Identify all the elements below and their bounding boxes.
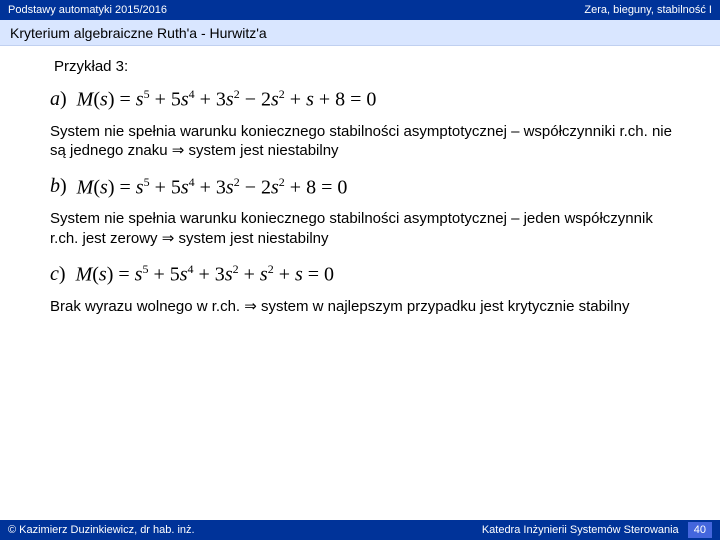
topbar-right: Zera, bieguny, stabilność I xyxy=(584,4,712,16)
example-label: Przykład 3: xyxy=(54,58,680,75)
slide-content: Przykład 3: a M(s) = s5 + 5s4 + 3s2 − 2s… xyxy=(0,46,720,316)
slide-subtitle: Kryterium algebraiczne Ruth'a - Hurwitz'… xyxy=(0,20,720,46)
footer-right: Katedra Inżynierii Systemów Sterowania xyxy=(482,524,679,536)
subtitle-text: Kryterium algebraiczne Ruth'a - Hurwitz'… xyxy=(10,25,267,41)
page-number: 40 xyxy=(688,522,712,538)
text-a: System nie spełnia warunku koniecznego s… xyxy=(50,122,680,161)
top-bar: Podstawy automatyki 2015/2016 Zera, bieg… xyxy=(0,0,720,20)
equation-b-label: b xyxy=(50,175,67,198)
equation-b: b M(s) = s5 + 5s4 + 3s2 − 2s2 + 8 = 0 xyxy=(50,175,680,200)
equation-b-body: M(s) = s5 + 5s4 + 3s2 − 2s2 + 8 = 0 xyxy=(77,175,348,200)
equation-c-body: M(s) = s5 + 5s4 + 3s2 + s2 + s = 0 xyxy=(76,262,334,287)
topbar-left: Podstawy automatyki 2015/2016 xyxy=(8,4,167,16)
text-c: Brak wyrazu wolnego w r.ch. ⇒ system w n… xyxy=(50,297,680,317)
equation-c: c M(s) = s5 + 5s4 + 3s2 + s2 + s = 0 xyxy=(50,262,680,287)
footer-right-wrap: Katedra Inżynierii Systemów Sterowania 4… xyxy=(482,524,712,536)
text-b: System nie spełnia warunku koniecznego s… xyxy=(50,209,680,248)
footer-bar: © Kazimierz Duzinkiewicz, dr hab. inż. K… xyxy=(0,520,720,540)
footer-left: © Kazimierz Duzinkiewicz, dr hab. inż. xyxy=(8,524,195,536)
equation-c-label: c xyxy=(50,263,66,286)
equation-a: a M(s) = s5 + 5s4 + 3s2 − 2s2 + s + 8 = … xyxy=(50,87,680,112)
equation-a-body: M(s) = s5 + 5s4 + 3s2 − 2s2 + s + 8 = 0 xyxy=(77,87,377,112)
equation-a-label: a xyxy=(50,88,67,111)
